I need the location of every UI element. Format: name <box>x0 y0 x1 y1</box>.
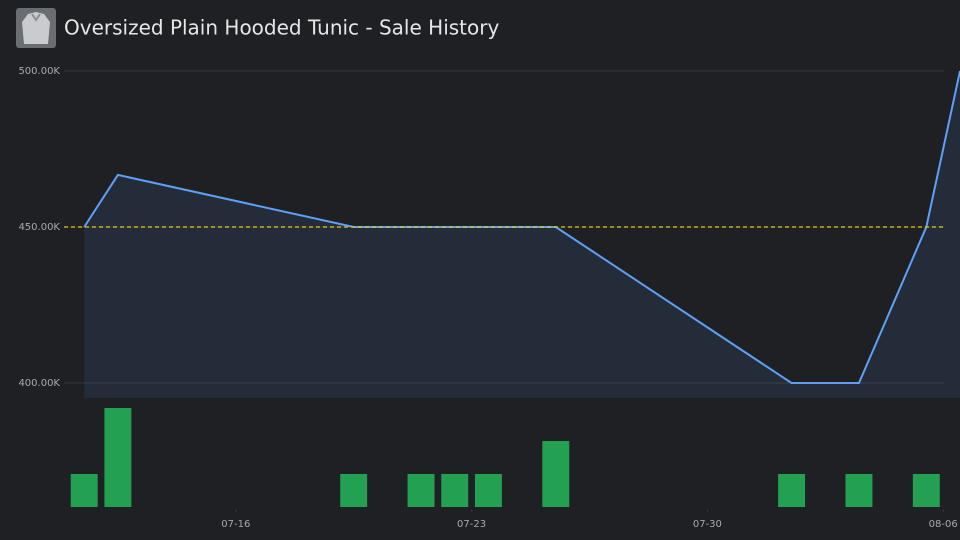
volume-bar <box>474 474 502 507</box>
x-tick-label: 07-23 <box>457 519 486 530</box>
x-tick-label: 07-16 <box>221 519 250 530</box>
volume-bar <box>340 474 368 507</box>
price-area <box>84 71 960 398</box>
chart-title: Oversized Plain Hooded Tunic - Sale Hist… <box>64 16 499 40</box>
y-tick-label: 450.00K <box>18 222 60 233</box>
volume-bar <box>70 474 98 507</box>
volume-bar <box>104 408 132 507</box>
volume-bar <box>407 474 435 507</box>
item-icon <box>16 8 56 48</box>
volume-bar <box>778 474 806 507</box>
y-tick-label: 500.00K <box>18 66 60 77</box>
volume-bar <box>912 474 940 507</box>
x-tick-label: 08-06 <box>929 519 958 530</box>
price-line <box>83 70 960 385</box>
volume-bar <box>441 474 469 507</box>
y-tick-label: 400.00K <box>18 378 60 389</box>
volume-bar <box>845 474 873 507</box>
x-tick-label: 07-30 <box>693 519 722 530</box>
volume-bar <box>542 441 570 507</box>
